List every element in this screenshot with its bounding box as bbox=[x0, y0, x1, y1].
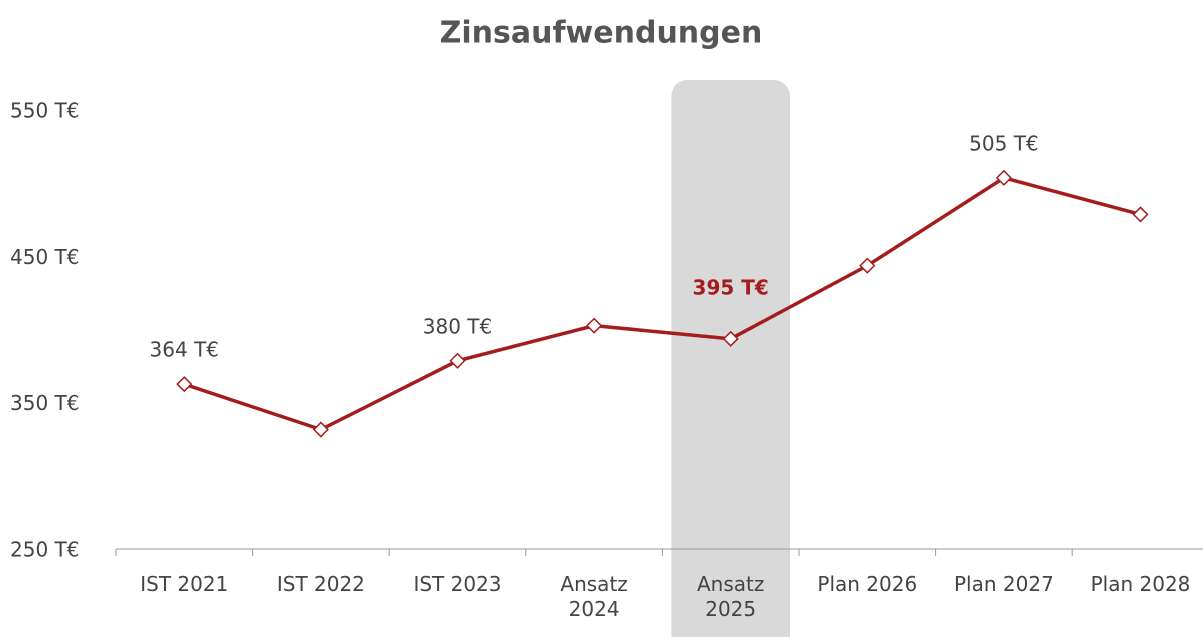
marker bbox=[586, 317, 603, 334]
marker bbox=[995, 169, 1012, 186]
data-label: 380 T€ bbox=[423, 314, 492, 338]
x-tick-label: Plan 2027 bbox=[953, 572, 1054, 596]
x-tick-label: Plan 2028 bbox=[1090, 572, 1191, 596]
y-tick-label: 550 T€ bbox=[10, 99, 79, 123]
y-tick-label: 350 T€ bbox=[10, 391, 79, 415]
highlight-band bbox=[671, 80, 790, 637]
data-label: 395 T€ bbox=[693, 275, 769, 299]
marker bbox=[312, 421, 329, 438]
x-tick-label: Ansatz 2025 bbox=[697, 572, 765, 621]
marker bbox=[859, 257, 876, 274]
data-label: 364 T€ bbox=[150, 338, 219, 362]
y-tick-label: 450 T€ bbox=[10, 245, 79, 269]
x-tick-label: Ansatz 2024 bbox=[560, 572, 628, 621]
marker bbox=[1132, 206, 1149, 223]
x-tick-label: IST 2022 bbox=[276, 572, 365, 596]
marker bbox=[176, 376, 193, 393]
data-label: 505 T€ bbox=[969, 131, 1038, 155]
x-tick-label: IST 2021 bbox=[140, 572, 229, 596]
line bbox=[183, 175, 1141, 432]
chart-title: Zinsaufwendungen bbox=[440, 16, 763, 51]
x-tick-label: IST 2023 bbox=[413, 572, 502, 596]
marker bbox=[449, 352, 466, 369]
marker bbox=[722, 330, 739, 347]
x-tick-label: Plan 2026 bbox=[817, 572, 918, 596]
y-tick-label: 250 T€ bbox=[10, 538, 79, 562]
